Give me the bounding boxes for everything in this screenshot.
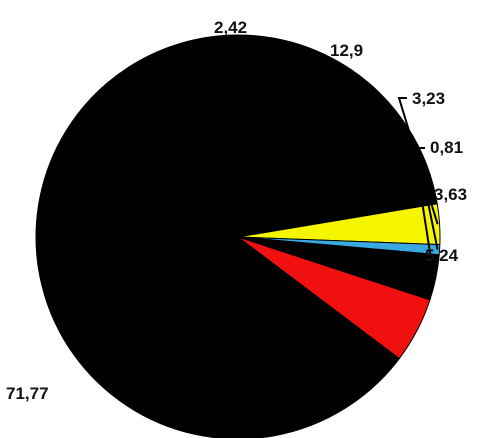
leader-line-3-63 <box>419 194 435 278</box>
leader-lines <box>397 97 439 278</box>
pie-slice-71-77 <box>35 34 401 438</box>
slice-label-5-24: 5,24 <box>425 246 459 265</box>
slice-label-3-23: 3,23 <box>412 89 445 108</box>
leader-line-0-81 <box>415 147 439 250</box>
slice-label-71-77: 71,77 <box>6 384 49 403</box>
slice-label-3-63: 3,63 <box>434 185 467 204</box>
slice-label-2-42: 2,42 <box>214 18 247 37</box>
slice-label-12-9: 12,9 <box>330 41 363 60</box>
pie-slice-5-24 <box>237 236 431 360</box>
pie-slices <box>35 34 441 438</box>
slice-label-0-81: 0,81 <box>430 138 463 157</box>
